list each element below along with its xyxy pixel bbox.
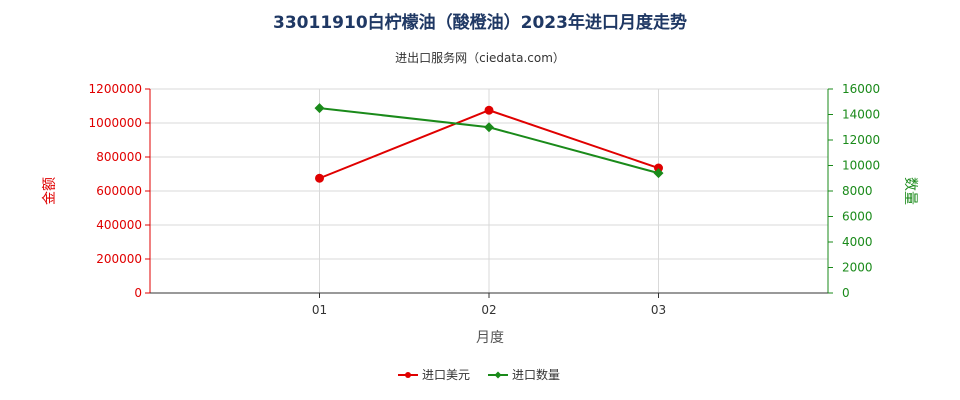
grid-layer [150,88,828,294]
right-tick-label: 2000 [842,261,873,275]
right-tick-label: 4000 [842,235,873,249]
x-axis-title: 月度 [476,330,504,346]
series-1-point [484,105,494,115]
series-1-point [315,173,324,183]
chart-subtitle: 进出口服务网（ciedata.com） [395,50,565,65]
right-tick-label: 0 [842,286,850,300]
left-tick-label: 600000 [96,184,142,198]
legend-label-2: 进口数量 [512,367,560,382]
chart-title: 33011910白柠檬油（酸橙油）2023年进口月度走势 [273,12,687,33]
legend: 进口美元 进口数量 [398,367,560,382]
right-tick-label: 14000 [842,108,880,122]
right-tick-label: 6000 [842,210,873,224]
left-tick-label: 400000 [96,218,142,232]
right-tick-label: 16000 [842,82,880,96]
series-1-point [654,163,663,173]
left-axis-title: 金额 [42,177,58,205]
left-tick-label: 1200000 [89,82,142,96]
legend-marker-2 [494,371,502,379]
left-tick-label: 800000 [96,150,142,164]
right-tick-label: 8000 [842,184,873,198]
series-2-point [653,168,664,179]
axes-layer: 0 200000 400000 600000 800000 1000000 1200000 0… [89,82,881,317]
right-tick-label: 10000 [842,159,880,173]
x-tick-label: 03 [651,303,666,317]
legend-marker-1 [405,372,411,378]
series-layer [314,103,664,183]
right-axis-title: 数量 [902,177,918,205]
right-tick-label: 12000 [842,133,880,147]
series-2-point [484,122,494,133]
left-tick-label: 1000000 [89,116,142,130]
x-tick-label: 01 [312,303,327,317]
left-tick-label: 200000 [96,252,142,266]
series-2-point [314,103,325,114]
legend-label-1: 进口美元 [422,368,470,382]
x-tick-label: 02 [481,303,496,317]
left-tick-label: 0 [134,286,142,300]
